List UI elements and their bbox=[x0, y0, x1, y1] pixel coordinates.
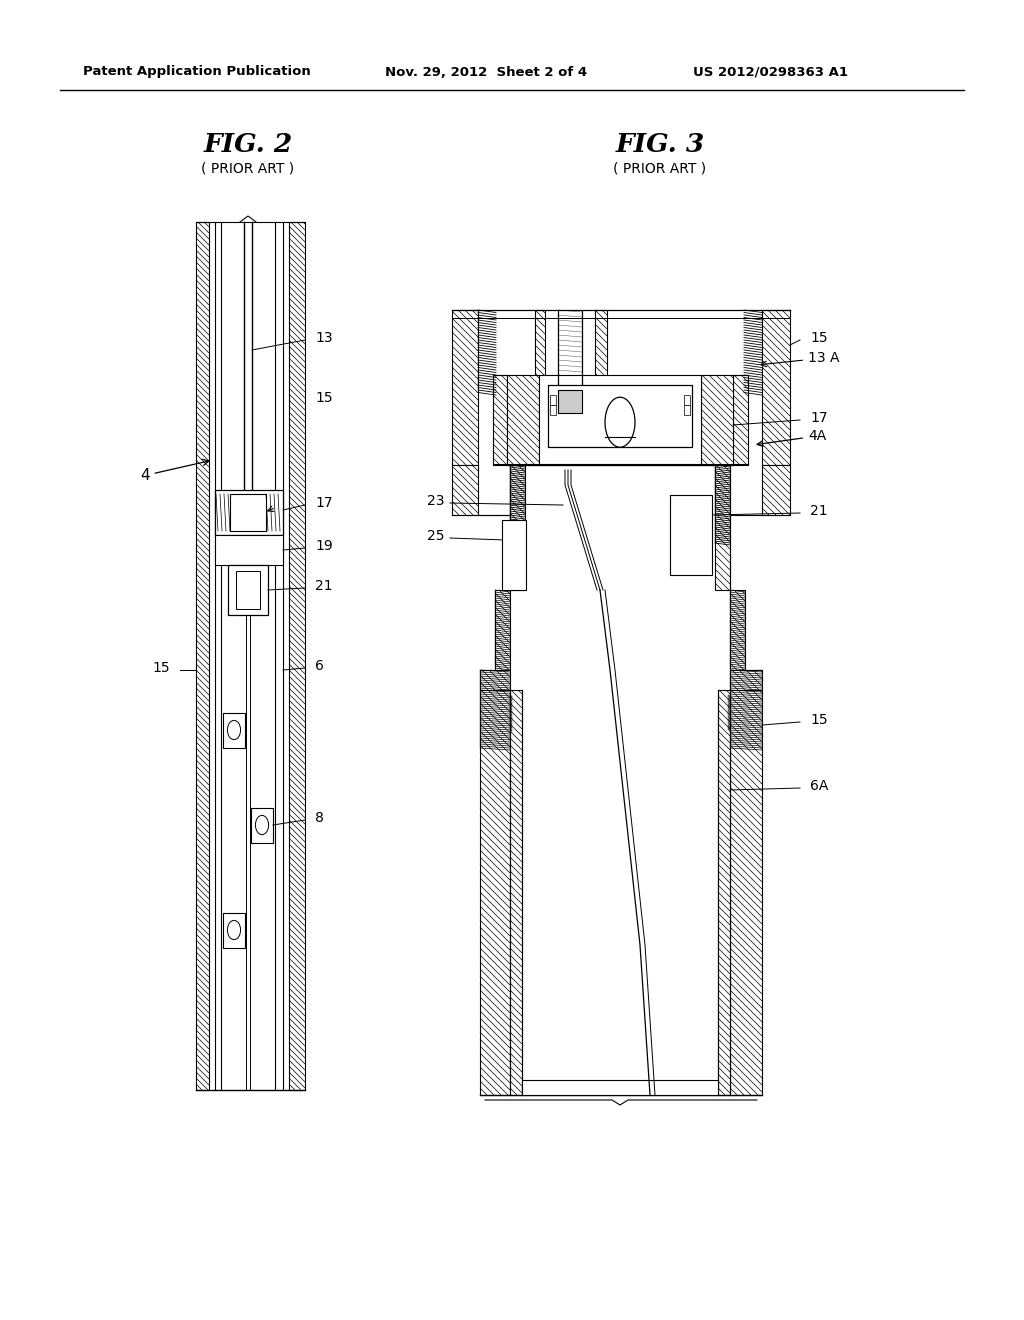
Text: ( PRIOR ART ): ( PRIOR ART ) bbox=[202, 161, 295, 176]
Text: 15: 15 bbox=[810, 331, 827, 345]
Bar bbox=[539, 375, 701, 465]
Text: 21: 21 bbox=[315, 579, 333, 593]
Text: FIG. 3: FIG. 3 bbox=[615, 132, 705, 157]
Ellipse shape bbox=[227, 920, 241, 940]
Text: 21: 21 bbox=[810, 504, 827, 517]
Text: 6: 6 bbox=[315, 659, 324, 673]
Bar bbox=[718, 690, 730, 1096]
Text: 17: 17 bbox=[810, 411, 827, 425]
Text: 4A: 4A bbox=[757, 429, 826, 446]
Bar bbox=[236, 572, 260, 609]
Text: FIG. 2: FIG. 2 bbox=[204, 132, 293, 157]
Text: 4: 4 bbox=[140, 459, 209, 483]
Bar bbox=[452, 310, 478, 465]
Bar bbox=[452, 465, 478, 515]
Bar bbox=[535, 310, 545, 414]
Bar bbox=[223, 912, 245, 948]
Ellipse shape bbox=[227, 721, 241, 739]
Text: 13 A: 13 A bbox=[761, 351, 840, 367]
Text: ( PRIOR ART ): ( PRIOR ART ) bbox=[613, 161, 707, 176]
Bar bbox=[493, 375, 507, 465]
Bar bbox=[715, 465, 730, 590]
Bar bbox=[480, 671, 510, 1096]
Text: US 2012/0298363 A1: US 2012/0298363 A1 bbox=[693, 66, 848, 78]
Bar bbox=[548, 385, 692, 447]
Text: 15: 15 bbox=[315, 391, 333, 405]
Text: 15: 15 bbox=[810, 713, 827, 727]
Text: 6A: 6A bbox=[810, 779, 828, 793]
Bar bbox=[595, 310, 607, 414]
Bar bbox=[684, 405, 690, 414]
Text: 19: 19 bbox=[315, 539, 333, 553]
Bar bbox=[289, 222, 305, 1090]
Text: 25: 25 bbox=[427, 529, 445, 543]
Bar bbox=[228, 565, 268, 615]
Bar bbox=[730, 671, 762, 1096]
Bar bbox=[196, 222, 209, 1090]
Bar bbox=[510, 465, 525, 590]
Ellipse shape bbox=[605, 397, 635, 447]
Bar bbox=[550, 405, 556, 414]
Text: 13: 13 bbox=[315, 331, 333, 345]
Bar bbox=[510, 690, 522, 1096]
Bar bbox=[550, 395, 556, 405]
Text: 17: 17 bbox=[315, 496, 333, 510]
Text: Nov. 29, 2012  Sheet 2 of 4: Nov. 29, 2012 Sheet 2 of 4 bbox=[385, 66, 587, 78]
Bar bbox=[215, 490, 283, 535]
Bar bbox=[507, 375, 539, 465]
Bar bbox=[558, 389, 582, 413]
Bar bbox=[762, 310, 790, 465]
Text: 23: 23 bbox=[427, 494, 445, 508]
Bar bbox=[670, 495, 712, 576]
Bar bbox=[762, 465, 790, 515]
Bar bbox=[215, 535, 283, 565]
Bar bbox=[522, 1080, 718, 1096]
Bar bbox=[733, 375, 748, 465]
Bar bbox=[230, 494, 266, 531]
Bar bbox=[730, 590, 745, 671]
Text: 15: 15 bbox=[153, 661, 170, 675]
Text: Patent Application Publication: Patent Application Publication bbox=[83, 66, 310, 78]
Ellipse shape bbox=[255, 816, 268, 834]
Bar bbox=[251, 808, 273, 842]
Bar bbox=[223, 713, 245, 747]
Bar bbox=[701, 375, 733, 465]
Bar bbox=[495, 590, 510, 671]
Bar bbox=[684, 395, 690, 405]
Text: 8: 8 bbox=[315, 810, 324, 825]
Bar bbox=[502, 520, 526, 590]
